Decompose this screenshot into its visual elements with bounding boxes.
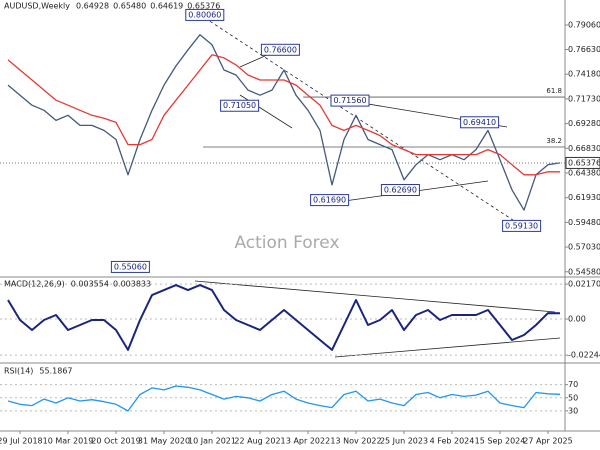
price-label: 0.62690 [384, 186, 417, 195]
price-label-box [260, 43, 300, 56]
panel-reading: 0.65376 [187, 2, 220, 11]
price-label: 0.71050 [223, 101, 256, 110]
panel-reading: 0.003833 [113, 280, 151, 289]
series-line [7, 54, 560, 176]
y-tick-label: 0.57030 [568, 243, 600, 252]
last-price-box [565, 156, 600, 169]
panel-reading: 55.1867 [39, 367, 72, 376]
fib-label: 61.8 [546, 87, 562, 95]
last-price-label: 0.65376 [568, 158, 600, 167]
panel-reading: 0.64619 [150, 2, 183, 11]
x-tick-label: 10 Mar 2019 [43, 437, 94, 446]
x-tick-label: 15 Sep 2024 [475, 437, 526, 446]
panel-title: MACD(12,26,9) [4, 280, 65, 289]
price-label-box [460, 116, 500, 129]
price-label: 0.80060 [188, 10, 221, 19]
price-label: 0.76600 [264, 45, 297, 54]
y-tick-label: 0.61930 [568, 193, 600, 202]
price-label-box [502, 219, 542, 232]
x-tick-label: 4 Feb 2024 [430, 437, 475, 446]
x-tick-label: 25 Jun 2023 [380, 437, 428, 446]
trend-line [194, 280, 556, 313]
trend-line [334, 337, 561, 358]
y-tick-label: -0.022445 [568, 351, 600, 360]
price-label-box [380, 184, 420, 197]
series-line [7, 284, 561, 351]
series-line [7, 385, 561, 412]
panel-title: RSI(14) [4, 367, 33, 376]
price-label-box [185, 8, 225, 21]
y-tick-label: 0.71730 [568, 94, 600, 103]
y-tick-label: 0.64380 [568, 168, 600, 177]
x-tick-label: 29 Jul 2018 [0, 437, 43, 446]
y-tick-label: 0.00 [568, 315, 586, 324]
panel-reading: 0.003554 [71, 280, 109, 289]
series-line [7, 34, 561, 211]
y-tick-label: 0.76630 [568, 45, 600, 54]
fib-label: 38.2 [546, 137, 562, 145]
y-tick-label: 0.54580 [568, 267, 600, 276]
price-label-box [310, 194, 350, 207]
x-tick-label: 31 May 2020 [138, 437, 190, 446]
x-tick-label: 20 Oct 2019 [91, 437, 140, 446]
y-tick-label: 30 [568, 406, 578, 415]
watermark: Action Forex [234, 233, 339, 253]
y-tick-label: 70 [568, 380, 578, 389]
price-label: 0.61690 [313, 196, 346, 205]
y-tick-label: 0.66830 [568, 144, 600, 153]
price-label-box [220, 99, 260, 112]
price-label: 0.55060 [114, 262, 147, 271]
x-tick-label: 22 Aug 2021 [234, 437, 285, 446]
y-tick-label: 0.59480 [568, 218, 600, 227]
x-tick-label: 27 Apr 2025 [523, 437, 572, 446]
x-tick-label: 13 Nov 2022 [330, 437, 381, 446]
price-label: 0.71560 [333, 96, 366, 105]
price-label: 0.59130 [505, 221, 538, 230]
price-label: 0.69410 [463, 118, 496, 127]
price-label-box [110, 260, 150, 273]
panel-title: AUDUSD,Weekly [4, 2, 70, 11]
x-tick-label: 10 Jan 2021 [188, 437, 236, 446]
y-tick-label: 0.021701 [568, 280, 600, 289]
y-tick-label: 0.74180 [568, 70, 600, 79]
y-tick-label: 0.79060 [568, 20, 600, 29]
price-label-box [330, 94, 370, 107]
panel-reading: 0.65480 [113, 2, 146, 11]
y-tick-label: 0.69280 [568, 119, 600, 128]
x-tick-label: 3 Apr 2022 [286, 437, 330, 446]
y-tick-label: 50 [568, 393, 578, 402]
panel-reading: 0.64928 [76, 2, 109, 11]
